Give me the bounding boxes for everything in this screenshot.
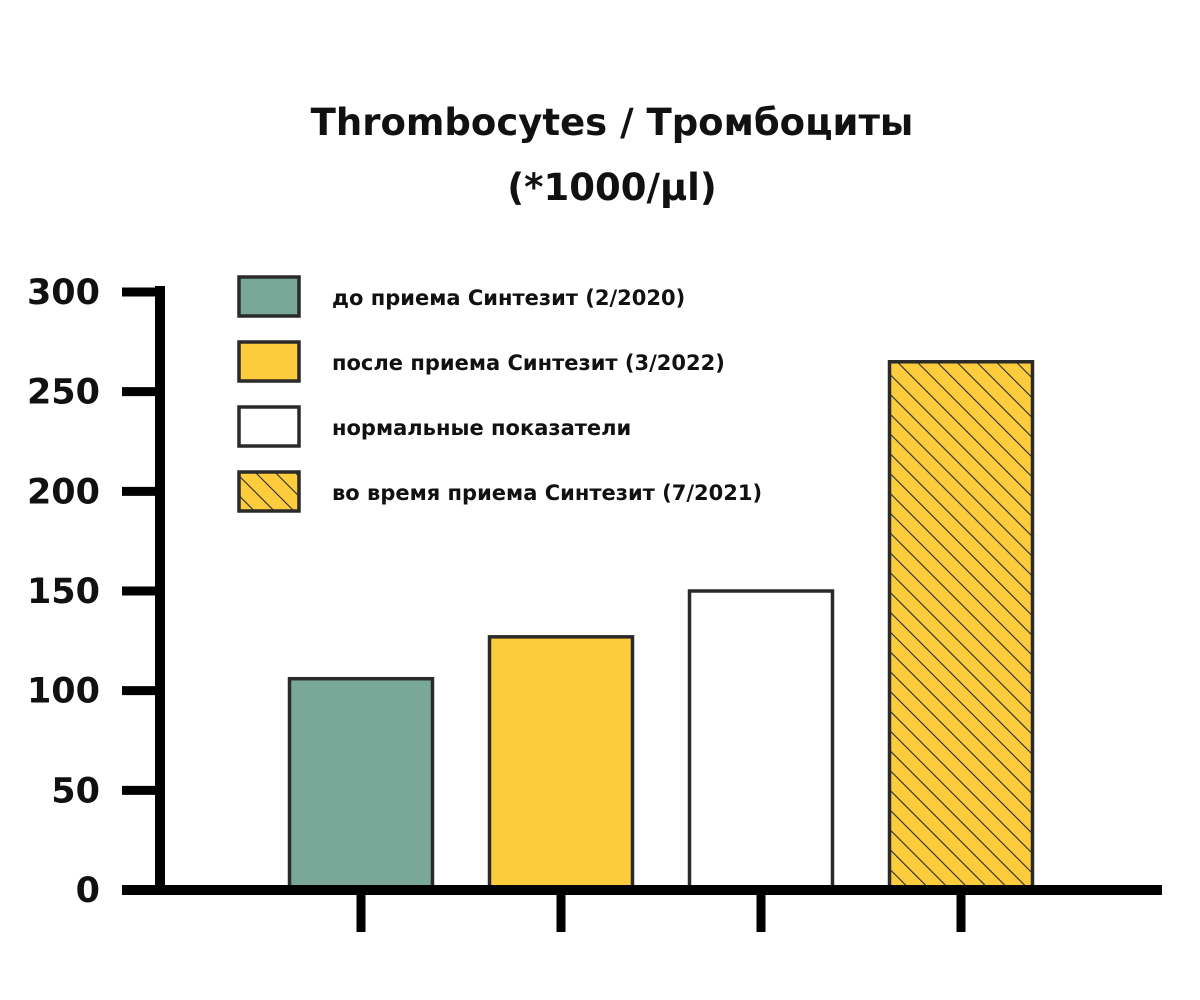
legend: до приема Синтезит (2/2020) после приема …: [237, 275, 762, 513]
legend-label: после приема Синтезит (3/2022): [332, 351, 725, 375]
x-axis-ticks: [356, 890, 966, 932]
y-tick-label: 250: [27, 373, 100, 413]
bars-group: [287, 360, 1035, 892]
axes-group: [122, 286, 1162, 895]
legend-label: до приема Синтезит (2/2020): [332, 286, 685, 310]
y-tick-label: 50: [51, 771, 100, 811]
legend-swatch: [237, 275, 301, 318]
legend-swatch: [237, 405, 301, 448]
bar: [687, 589, 835, 892]
legend-swatch: [237, 470, 301, 513]
y-axis-ticks: 0 50 100 150 200 250 300: [27, 273, 160, 911]
y-tick-label: 0: [76, 871, 100, 911]
y-tick-label: 100: [27, 672, 100, 712]
y-tick-label: 300: [27, 273, 100, 313]
bar: [487, 635, 635, 892]
legend-label: во время приема Синтезит (7/2021): [332, 481, 762, 505]
bar: [887, 360, 1035, 892]
legend-label: нормальные показатели: [332, 416, 631, 440]
y-tick-label: 150: [27, 572, 100, 612]
y-tick-label: 200: [27, 472, 100, 512]
legend-swatch: [237, 340, 301, 383]
chart-subtitle: (*1000/µl): [507, 166, 717, 209]
bar: [287, 676, 435, 892]
chart-title: Thrombocytes / Тромбоциты: [311, 101, 914, 144]
